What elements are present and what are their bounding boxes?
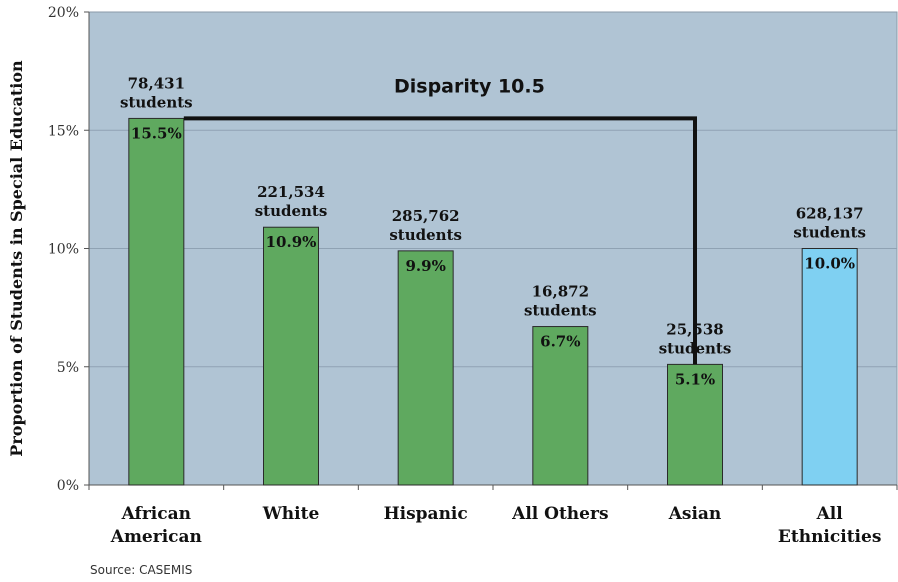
disparity-bracket bbox=[183, 116, 697, 365]
x-axis: African American White Hispanic All Others As… bbox=[88, 484, 898, 547]
student-count-label: students bbox=[255, 202, 328, 220]
student-count-label: 628,137 bbox=[796, 205, 864, 223]
category-label: American bbox=[110, 527, 202, 547]
student-count-label: 25,538 bbox=[666, 320, 723, 338]
value-label: 6.7% bbox=[540, 333, 580, 351]
source-note: Source: CASEMIS bbox=[90, 563, 193, 577]
category-label: Ethnicities bbox=[778, 527, 882, 547]
value-label: 9.9% bbox=[405, 257, 445, 275]
bar bbox=[667, 363, 723, 486]
value-label: 15.5% bbox=[131, 124, 182, 142]
y-tick-label: 20% bbox=[48, 5, 79, 21]
value-label: 10.0% bbox=[804, 255, 855, 273]
student-count-label: students bbox=[659, 339, 732, 357]
y-tick-label: 0% bbox=[57, 478, 79, 494]
category-label: Asian bbox=[668, 504, 722, 524]
gridlines bbox=[89, 129, 897, 368]
student-count-label: students bbox=[120, 93, 193, 111]
category-label: African bbox=[121, 504, 191, 524]
y-axis: 0% 5% 10% 15% 20% bbox=[48, 5, 90, 494]
bar bbox=[263, 226, 319, 486]
disparity-annotation: Disparity 10.5 bbox=[183, 75, 697, 365]
category-label: White bbox=[262, 504, 320, 524]
student-count-label: students bbox=[793, 224, 866, 242]
student-count-label: 285,762 bbox=[392, 207, 460, 225]
disparity-label: Disparity 10.5 bbox=[394, 75, 545, 97]
student-count-label: 78,431 bbox=[128, 74, 185, 92]
y-tick-label: 15% bbox=[48, 123, 79, 139]
student-count-label: 16,872 bbox=[532, 283, 589, 301]
bar bbox=[128, 117, 185, 486]
student-count-label: students bbox=[524, 302, 597, 320]
y-axis-label: Proportion of Students in Special Educat… bbox=[7, 60, 26, 457]
category-label: All bbox=[816, 504, 844, 524]
y-tick-label: 5% bbox=[57, 360, 79, 376]
student-count-label: 221,534 bbox=[257, 183, 325, 201]
bar bbox=[397, 250, 454, 486]
y-tick-label: 10% bbox=[48, 242, 79, 258]
value-label: 10.9% bbox=[266, 233, 317, 251]
bar-labels: 15.5%78,431students10.9%221,534students9… bbox=[120, 74, 866, 388]
value-label: 5.1% bbox=[675, 370, 715, 388]
category-label: Hispanic bbox=[384, 504, 468, 524]
category-label: All Others bbox=[511, 504, 608, 524]
bar bbox=[801, 248, 858, 486]
student-count-label: students bbox=[389, 226, 462, 244]
bars bbox=[128, 117, 858, 486]
bar bbox=[532, 326, 589, 486]
